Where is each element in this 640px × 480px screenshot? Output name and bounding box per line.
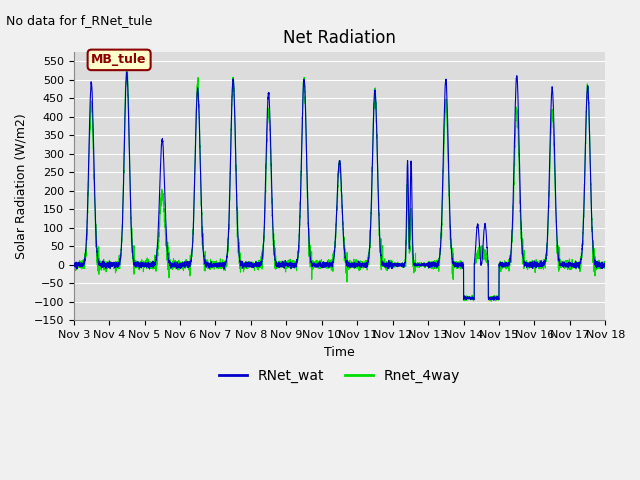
X-axis label: Time: Time	[324, 346, 355, 359]
Y-axis label: Solar Radiation (W/m2): Solar Radiation (W/m2)	[15, 113, 28, 259]
Text: MB_tule: MB_tule	[92, 53, 147, 66]
Text: No data for f_RNet_tule: No data for f_RNet_tule	[6, 14, 153, 27]
Legend: RNet_wat, Rnet_4way: RNet_wat, Rnet_4way	[213, 363, 466, 389]
Title: Net Radiation: Net Radiation	[283, 29, 396, 48]
